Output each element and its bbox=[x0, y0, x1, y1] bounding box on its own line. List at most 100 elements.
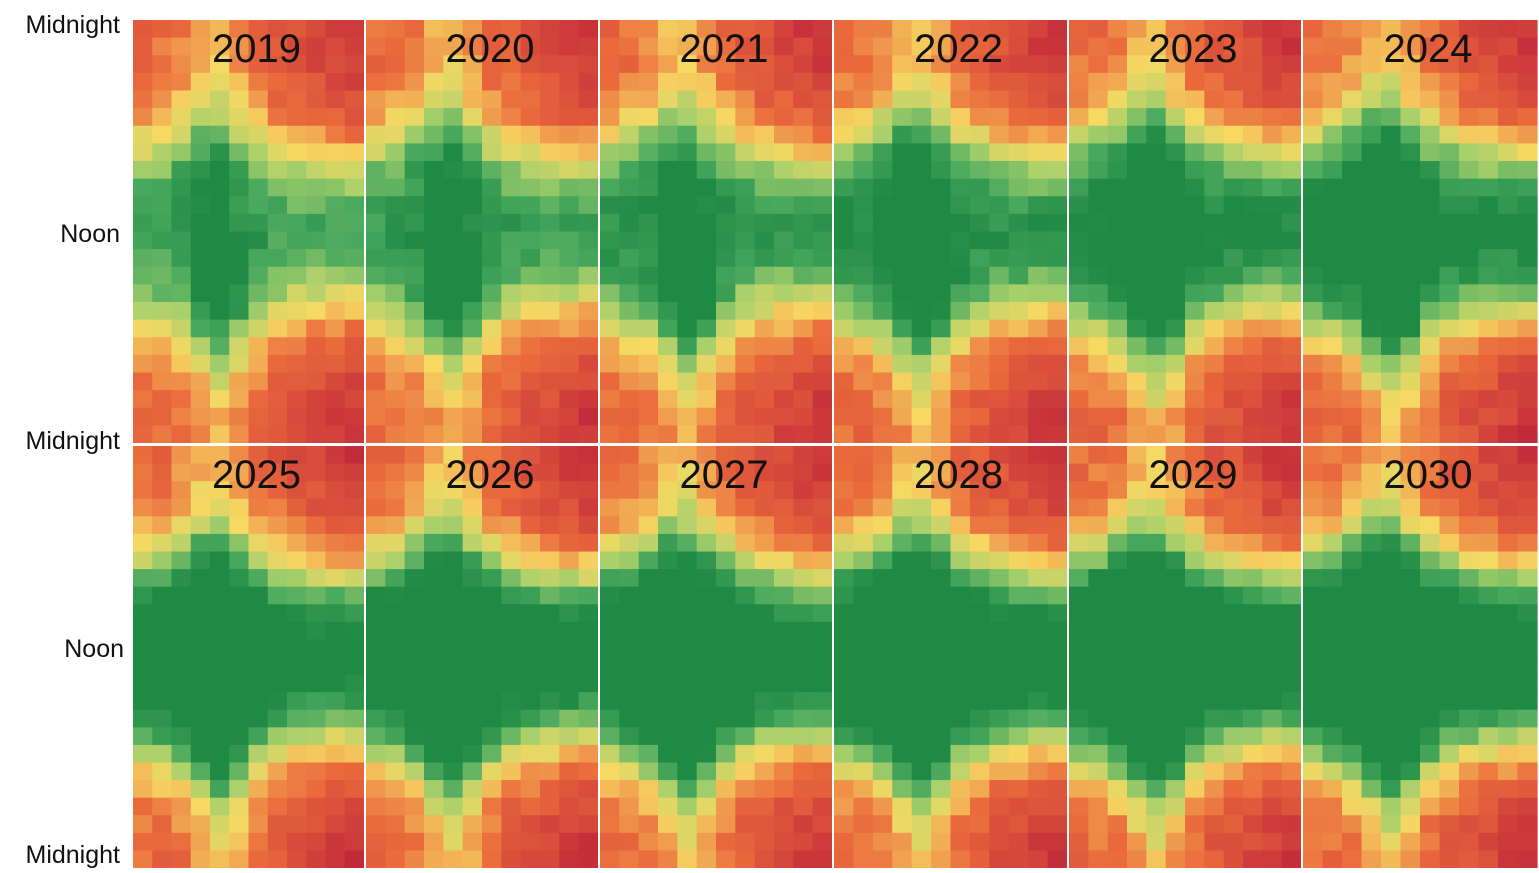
heatmap-cell bbox=[424, 90, 444, 109]
heatmap-cell bbox=[696, 463, 717, 482]
heatmap-cell bbox=[1361, 407, 1382, 426]
heatmap-cell bbox=[248, 797, 269, 816]
heatmap-cell bbox=[1223, 90, 1244, 109]
heatmap-cell bbox=[1420, 657, 1441, 676]
heatmap-cell bbox=[619, 621, 640, 641]
heatmap-cell bbox=[267, 178, 288, 197]
heatmap-cell bbox=[716, 161, 736, 180]
heatmap-cell bbox=[754, 692, 775, 711]
heatmap-cell bbox=[1008, 727, 1029, 746]
heatmap-cell bbox=[1127, 196, 1147, 215]
heatmap-cell bbox=[1185, 569, 1205, 588]
heatmap-cell bbox=[385, 780, 406, 799]
heatmap-cell bbox=[366, 425, 386, 444]
heatmap-cell bbox=[152, 780, 173, 799]
heatmap-cell bbox=[287, 249, 307, 268]
heatmap-cell bbox=[677, 90, 698, 109]
heatmap-cell bbox=[1459, 463, 1480, 482]
heatmap-cell bbox=[911, 850, 932, 869]
heatmap-cell bbox=[1361, 108, 1382, 127]
heatmap-cell bbox=[1420, 569, 1441, 588]
heatmap-cell bbox=[1262, 727, 1283, 746]
heatmap-cell bbox=[1478, 481, 1499, 500]
heatmap-cell bbox=[1223, 143, 1244, 162]
y-tick-label: Noon bbox=[60, 220, 120, 248]
heatmap-cell bbox=[248, 108, 269, 127]
heatmap-cell bbox=[210, 319, 230, 338]
heatmap-cell bbox=[287, 481, 307, 500]
heatmap-cell bbox=[1281, 178, 1302, 197]
heatmap-cell bbox=[872, 533, 893, 553]
heatmap-cell bbox=[638, 143, 659, 162]
heatmap-cell bbox=[190, 302, 211, 321]
heatmap-cell bbox=[267, 797, 288, 816]
heatmap-cell bbox=[1262, 143, 1283, 162]
heatmap-cell bbox=[892, 569, 913, 588]
heatmap-cell bbox=[404, 213, 425, 233]
heatmap-cell bbox=[190, 639, 211, 658]
heatmap-cell bbox=[133, 762, 153, 781]
heatmap-cell bbox=[1517, 125, 1538, 144]
heatmap-cell bbox=[1146, 90, 1167, 109]
heatmap-cell bbox=[344, 727, 365, 746]
heatmap-cell bbox=[774, 639, 794, 658]
heatmap-cell bbox=[735, 498, 756, 517]
heatmap-cell bbox=[520, 319, 541, 338]
heatmap-cell bbox=[1008, 37, 1029, 56]
heatmap-cell bbox=[520, 463, 541, 482]
heatmap-cell bbox=[1088, 604, 1109, 623]
heatmap-cell bbox=[1478, 744, 1499, 764]
heatmap-cell bbox=[619, 674, 640, 693]
heatmap-cell bbox=[1517, 621, 1538, 641]
heatmap-cell bbox=[774, 425, 794, 444]
heatmap-cell bbox=[1047, 90, 1068, 109]
heatmap-cell bbox=[969, 850, 990, 869]
heatmap-cell bbox=[774, 533, 794, 553]
heatmap-cell bbox=[716, 516, 736, 535]
heatmap-cell bbox=[190, 37, 211, 56]
heatmap-cell bbox=[793, 516, 814, 535]
heatmap-cell bbox=[716, 266, 736, 285]
heatmap-cell bbox=[1342, 569, 1363, 588]
heatmap-cell bbox=[619, 850, 640, 869]
heatmap-cell bbox=[1478, 37, 1499, 56]
heatmap-cell bbox=[1028, 337, 1049, 356]
heatmap-cell bbox=[1439, 516, 1460, 535]
heatmap-cell bbox=[578, 551, 599, 570]
heatmap-cell bbox=[1107, 692, 1128, 711]
heatmap-cell bbox=[1146, 55, 1167, 74]
heatmap-cell bbox=[366, 266, 386, 285]
heatmap-cell bbox=[1303, 815, 1324, 834]
heatmap-cell bbox=[658, 780, 678, 799]
heatmap-cell bbox=[1281, 196, 1302, 215]
heatmap-cell bbox=[1165, 20, 1186, 39]
heatmap-cell bbox=[267, 727, 288, 746]
heatmap-cell bbox=[462, 621, 483, 641]
heatmap-cell bbox=[1262, 762, 1283, 781]
heatmap-cell bbox=[872, 196, 893, 215]
heatmap-cell bbox=[578, 143, 599, 162]
heatmap-cell bbox=[1303, 372, 1324, 391]
heatmap-cell bbox=[424, 481, 444, 500]
heatmap-cell bbox=[619, 780, 640, 799]
heatmap-cell bbox=[1204, 551, 1225, 570]
heatmap-cell bbox=[1381, 266, 1402, 285]
heatmap-cell bbox=[716, 762, 736, 781]
heatmap-cell bbox=[696, 55, 717, 74]
heatmap-cell bbox=[1146, 815, 1167, 834]
heatmap-cell bbox=[716, 337, 736, 356]
heatmap-cell bbox=[735, 446, 756, 465]
heatmap-cell bbox=[501, 815, 522, 834]
heatmap-cell bbox=[1262, 231, 1283, 250]
heatmap-cell bbox=[1146, 516, 1167, 535]
heatmap-cell bbox=[1498, 284, 1519, 303]
heatmap-cell bbox=[210, 231, 230, 250]
heatmap-cell bbox=[812, 709, 833, 728]
heatmap-cell bbox=[774, 674, 794, 693]
heatmap-cell bbox=[133, 621, 153, 641]
heatmap-cell bbox=[853, 337, 874, 356]
heatmap-cell bbox=[325, 516, 346, 535]
heatmap-cell bbox=[812, 390, 833, 409]
heatmap-cell bbox=[133, 108, 153, 127]
heatmap-cell bbox=[404, 586, 425, 605]
